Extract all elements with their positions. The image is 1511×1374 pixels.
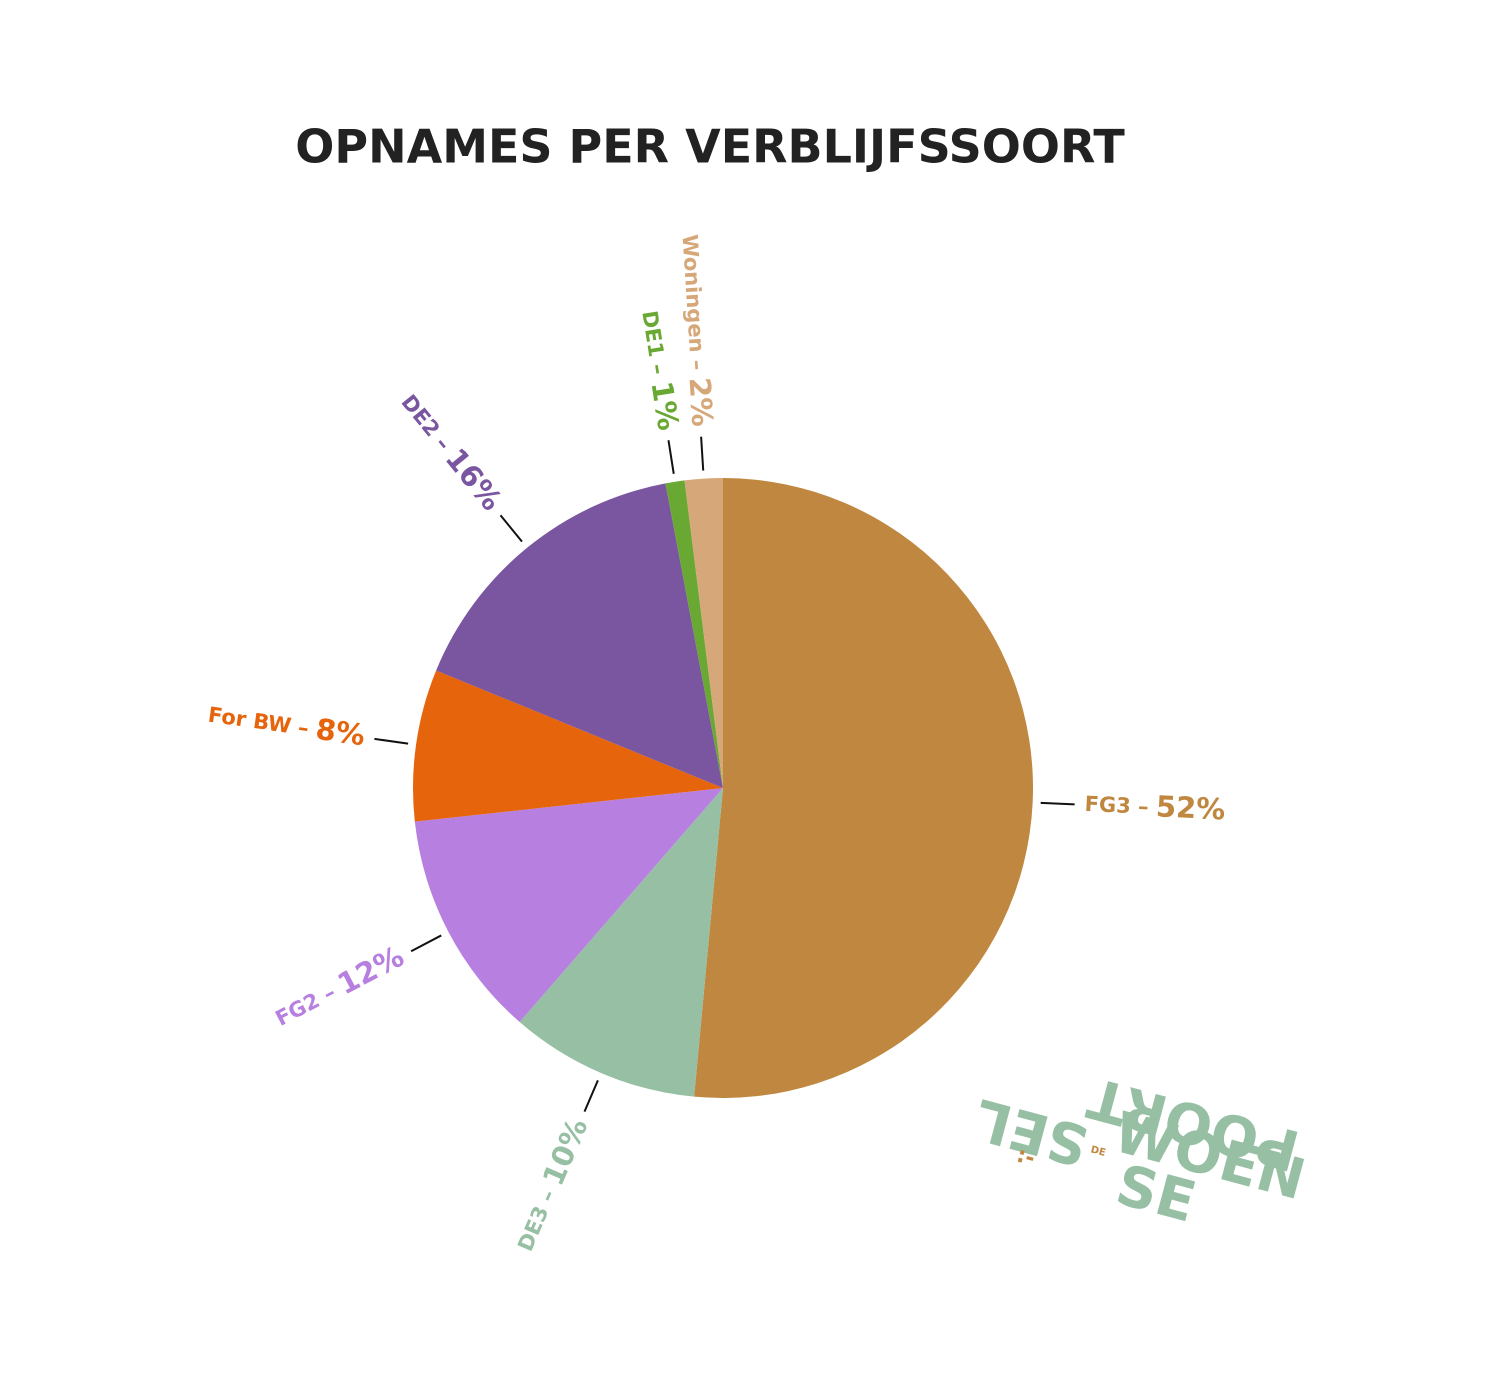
label-value: 12% (332, 939, 409, 1001)
pie-slice (665, 480, 723, 788)
data-label: DE3 – 10% (508, 1113, 595, 1256)
label-separator: – (685, 352, 711, 379)
label-value: 2% (682, 376, 719, 427)
label-separator: – (645, 355, 673, 384)
leader-line (374, 737, 409, 745)
label-name: For BW (207, 703, 293, 738)
leader-line (583, 1079, 599, 1113)
pie-slice (694, 478, 1034, 1098)
label-value: 52% (1155, 789, 1226, 826)
label-separator: – (289, 714, 317, 741)
pie-slice (436, 483, 723, 788)
leader-line (410, 934, 442, 953)
label-value: 8% (314, 712, 368, 753)
pie-slice (684, 478, 723, 788)
pie-slice (414, 788, 723, 1022)
data-label: FG2 – 12% (269, 939, 409, 1034)
data-label: For BW – 8% (206, 697, 367, 753)
leader-line (499, 514, 523, 543)
chart-title: OPNAMES PER VERBLIJFSSOORT (295, 120, 1125, 174)
data-label: DE2 – 16% (393, 386, 508, 517)
label-value: 1% (644, 379, 685, 433)
leader-line (700, 436, 705, 471)
leader-line (667, 440, 675, 474)
label-name: FG3 (1084, 792, 1131, 818)
pie-slice (413, 670, 723, 822)
label-name: DE1 (637, 309, 668, 359)
pie-slice (519, 788, 723, 1097)
label-separator: – (1130, 794, 1156, 819)
data-label: DE1 – 1% (633, 308, 685, 433)
logo-text: DE (1089, 1144, 1107, 1159)
data-label: FG3 – 52% (1084, 786, 1226, 827)
label-value: 10% (536, 1113, 595, 1190)
logo: DE WOEN SE SEL POORT :- (968, 1064, 1312, 1236)
logo-text: :- (1014, 1143, 1038, 1172)
leader-line (1040, 801, 1075, 806)
label-name: Woningen (678, 234, 709, 353)
